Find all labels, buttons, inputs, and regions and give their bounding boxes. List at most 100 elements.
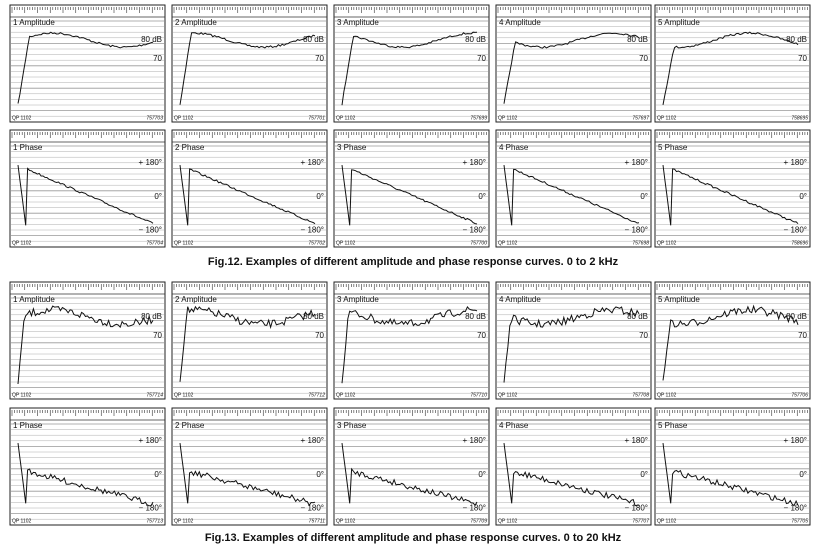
level-mark: − 180° — [301, 504, 324, 513]
level-mark: + 180° — [301, 436, 324, 445]
serial-number: 757711 — [309, 518, 326, 524]
recorder-code: QP 1102 — [336, 115, 355, 121]
response-trace — [17, 165, 154, 226]
serial-number: 757702 — [308, 240, 325, 246]
panel-label: 3 Amplitude — [337, 18, 379, 27]
panel-label: 3 Amplitude — [337, 295, 379, 304]
level-mark: 70 — [639, 54, 648, 63]
figure-caption: Fig.13. Examples of different amplitude … — [205, 532, 622, 544]
serial-number: 758695 — [791, 115, 808, 121]
panel-frame — [171, 4, 328, 123]
recorder-code: QP 1102 — [657, 115, 676, 121]
recorder-code: QP 1102 — [336, 392, 355, 398]
panel-frame — [9, 4, 166, 123]
panel-frame — [333, 407, 490, 526]
recorder-code: QP 1102 — [336, 518, 355, 524]
panel-label: 4 Amplitude — [499, 295, 541, 304]
recorder-code: QP 1102 — [174, 115, 193, 121]
recorder-panel: 4 Phase + 180° 0° − 180° QP 1102 757698 — [495, 129, 652, 248]
serial-number: 757713 — [146, 518, 163, 524]
panel-frame — [654, 407, 811, 526]
recorder-panel: 1 Amplitude 80 dB 70 QP 1102 757714 — [9, 281, 166, 400]
panel-label: 1 Amplitude — [13, 18, 55, 27]
level-mark: 70 — [639, 331, 648, 340]
response-trace — [503, 32, 640, 104]
panel-frame — [171, 129, 328, 248]
level-mark: + 180° — [301, 158, 324, 167]
level-mark: 70 — [315, 331, 324, 340]
level-mark: + 180° — [139, 158, 162, 167]
response-trace — [179, 305, 316, 382]
panel-frame — [495, 129, 652, 248]
level-mark: 0° — [799, 470, 807, 479]
response-trace — [662, 165, 799, 226]
panel-label: 5 Phase — [658, 143, 688, 152]
level-mark: 80 dB — [141, 35, 162, 44]
response-trace — [341, 31, 478, 106]
panel-label: 5 Amplitude — [658, 18, 700, 27]
level-mark: + 180° — [625, 158, 648, 167]
level-mark: 70 — [153, 331, 162, 340]
serial-number: 757714 — [146, 392, 163, 398]
panel-frame — [333, 129, 490, 248]
serial-number: 757712 — [308, 392, 325, 398]
response-trace — [179, 165, 316, 226]
level-mark: 0° — [316, 470, 324, 479]
response-trace — [341, 305, 478, 384]
recorder-code: QP 1102 — [657, 240, 676, 246]
level-mark: 0° — [316, 192, 324, 201]
panel-label: 4 Amplitude — [499, 18, 541, 27]
panel-label: 4 Phase — [499, 421, 529, 430]
level-mark: 80 dB — [786, 312, 807, 321]
response-trace — [17, 31, 154, 104]
level-mark: 80 dB — [786, 35, 807, 44]
panel-frame — [333, 4, 490, 123]
response-trace — [17, 305, 154, 385]
panel-label: 1 Amplitude — [13, 295, 55, 304]
serial-number: 757697 — [632, 115, 649, 121]
recorder-code: QP 1102 — [498, 240, 517, 246]
recorder-code: QP 1102 — [12, 392, 31, 398]
recorder-code: QP 1102 — [498, 115, 517, 121]
serial-number: 757709 — [470, 518, 487, 524]
level-mark: + 180° — [784, 436, 807, 445]
panel-label: 3 Phase — [337, 143, 367, 152]
recorder-panel: 1 Phase + 180° 0° − 180° QP 1102 757713 — [9, 407, 166, 526]
panel-label: 4 Phase — [499, 143, 529, 152]
level-mark: − 180° — [139, 226, 162, 235]
serial-number: 757704 — [146, 240, 163, 246]
recorder-panel: 3 Phase + 180° 0° − 180° QP 1102 757709 — [333, 407, 490, 526]
panel-frame — [654, 4, 811, 123]
panel-label: 2 Amplitude — [175, 18, 217, 27]
level-mark: 0° — [799, 192, 807, 201]
level-mark: − 180° — [139, 504, 162, 513]
recorder-panel: 2 Phase + 180° 0° − 180° QP 1102 757702 — [171, 129, 328, 248]
level-mark: − 180° — [625, 226, 648, 235]
serial-number: 757701 — [308, 115, 325, 121]
serial-number: 757705 — [791, 518, 808, 524]
response-trace — [341, 443, 478, 507]
recorder-code: QP 1102 — [498, 518, 517, 524]
level-mark: + 180° — [463, 158, 486, 167]
level-mark: 0° — [478, 470, 486, 479]
panel-frame — [333, 281, 490, 400]
serial-number: 758696 — [791, 240, 808, 246]
level-mark: 70 — [798, 54, 807, 63]
response-trace — [179, 443, 316, 507]
panel-label: 1 Phase — [13, 421, 43, 430]
response-trace — [179, 32, 316, 105]
panel-frame — [495, 4, 652, 123]
figure-caption: Fig.12. Examples of different amplitude … — [208, 256, 619, 268]
recorder-code: QP 1102 — [498, 392, 517, 398]
panel-frame — [171, 407, 328, 526]
level-mark: + 180° — [625, 436, 648, 445]
recorder-code: QP 1102 — [336, 240, 355, 246]
recorder-panel: 2 Amplitude 80 dB 70 QP 1102 757712 — [171, 281, 328, 400]
recorder-panel: 3 Amplitude 80 dB 70 QP 1102 757710 — [333, 281, 490, 400]
recorder-panel: 1 Phase + 180° 0° − 180° QP 1102 757704 — [9, 129, 166, 248]
level-mark: 80 dB — [465, 312, 486, 321]
panel-frame — [654, 281, 811, 400]
recorder-panel: 4 Amplitude 80 dB 70 QP 1102 757708 — [495, 281, 652, 400]
level-mark: + 180° — [139, 436, 162, 445]
serial-number: 757698 — [632, 240, 649, 246]
